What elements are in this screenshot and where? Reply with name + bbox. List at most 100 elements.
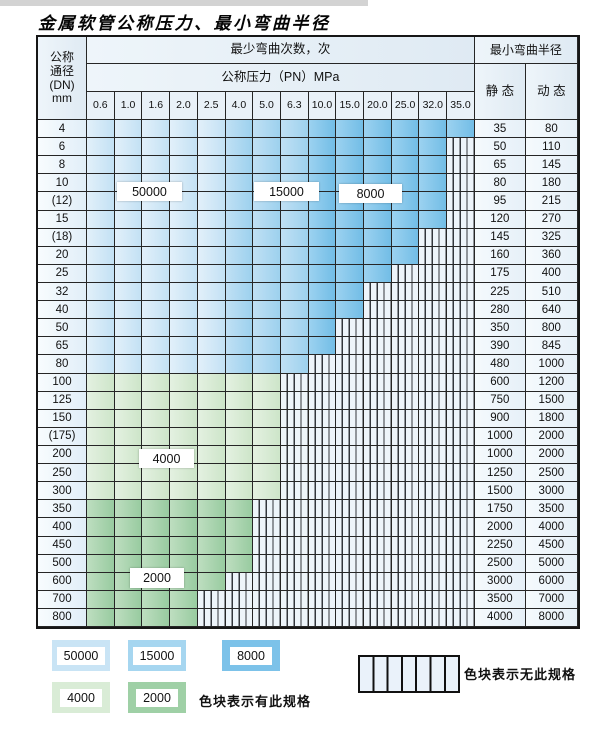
- spec-cell: [170, 464, 198, 483]
- no-spec-cell: [419, 590, 448, 609]
- spec-cell: [114, 337, 143, 356]
- dn-cell: 40: [38, 301, 87, 320]
- no-spec-cell: [391, 409, 420, 428]
- no-spec-cell: [419, 464, 448, 483]
- dn-cell: 200: [38, 445, 87, 465]
- no-spec-cell: [447, 500, 475, 519]
- spec-cell: [197, 500, 226, 519]
- spec-cell: [280, 264, 309, 283]
- spec-cell: [308, 138, 337, 157]
- static-radius-cell: 35: [474, 120, 526, 139]
- spec-cell: [225, 464, 254, 483]
- dynamic-radius-cell: 110: [525, 138, 578, 157]
- spec-cell: [253, 138, 281, 157]
- no-spec-cell: [336, 319, 365, 338]
- spec-cell: [114, 138, 143, 157]
- spec-cell: [170, 156, 198, 175]
- spec-cell: [142, 210, 171, 229]
- spec-cell: [197, 391, 226, 410]
- cycle-count-label-2000: 2000: [130, 568, 184, 588]
- pressure-col-20.0: 20.0: [364, 92, 392, 120]
- spec-cell: [280, 337, 309, 356]
- no-spec-cell: [364, 590, 392, 609]
- dn-cell: 20: [38, 246, 87, 265]
- no-spec-cell: [391, 427, 420, 446]
- no-spec-cell: [419, 608, 448, 628]
- spec-cell: [225, 427, 254, 446]
- no-spec-cell: [447, 427, 475, 446]
- spec-cell: [197, 301, 226, 320]
- spec-cell: [87, 138, 115, 157]
- spec-cell: [87, 337, 115, 356]
- spec-cell: [87, 355, 115, 374]
- spec-cell: [225, 228, 254, 247]
- dynamic-radius-cell: 1500: [525, 391, 578, 410]
- spec-cell: [87, 301, 115, 320]
- dynamic-radius-cell: 360: [525, 246, 578, 265]
- dn-cell: 50: [38, 319, 87, 338]
- no-spec-cell: [447, 409, 475, 428]
- pressure-col-1.0: 1.0: [114, 92, 143, 120]
- spec-cell: [364, 156, 392, 175]
- dn-cell: 15: [38, 210, 87, 229]
- spec-cell: [225, 445, 254, 465]
- spec-cell: [114, 246, 143, 265]
- spec-cell: [170, 138, 198, 157]
- dynamic-radius-cell: 2000: [525, 445, 578, 465]
- no-spec-cell: [419, 391, 448, 410]
- dn-cell: (175): [38, 427, 87, 446]
- spec-cell: [253, 464, 281, 483]
- spec-cell: [225, 554, 254, 573]
- spec-cell: [253, 246, 281, 265]
- dn-cell: 350: [38, 500, 87, 519]
- no-spec-cell: [336, 590, 365, 609]
- no-spec-cell: [419, 282, 448, 302]
- spec-cell: [280, 246, 309, 265]
- spec-cell: [87, 156, 115, 175]
- pressure-col-4.0: 4.0: [225, 92, 254, 120]
- spec-cell: [87, 482, 115, 501]
- no-spec-cell: [308, 608, 337, 628]
- dynamic-radius-cell: 5000: [525, 554, 578, 573]
- static-radius-cell: 50: [474, 138, 526, 157]
- spec-cell: [253, 427, 281, 446]
- spec-cell: [170, 409, 198, 428]
- spec-cell: [419, 210, 448, 229]
- no-spec-cell: [253, 500, 281, 519]
- spec-cell: [87, 427, 115, 446]
- dn-cell: 10: [38, 174, 87, 193]
- no-spec-cell: [419, 445, 448, 465]
- spec-cell: [87, 373, 115, 392]
- no-spec-cell: [419, 373, 448, 392]
- legend-swatch-8000: 8000: [222, 640, 280, 671]
- no-spec-cell: [364, 391, 392, 410]
- static-radius-cell: 2250: [474, 536, 526, 555]
- dynamic-radius-cell: 2500: [525, 464, 578, 483]
- no-spec-cell: [391, 319, 420, 338]
- spec-cell: [419, 156, 448, 175]
- spec-cell: [197, 373, 226, 392]
- static-radius-cell: 80: [474, 174, 526, 193]
- dynamic-radius-cell: 3000: [525, 482, 578, 501]
- no-spec-cell: [447, 228, 475, 247]
- spec-cell: [225, 391, 254, 410]
- spec-cell: [225, 210, 254, 229]
- static-radius-cell: 390: [474, 337, 526, 356]
- spec-cell: [225, 482, 254, 501]
- spec-cell: [391, 120, 420, 139]
- spec-cell: [170, 427, 198, 446]
- spec-cell: [87, 246, 115, 265]
- spec-cell: [170, 608, 198, 628]
- spec-cell: [197, 554, 226, 573]
- no-spec-cell: [280, 409, 309, 428]
- spec-cell: [308, 264, 337, 283]
- dynamic-radius-cell: 4000: [525, 518, 578, 537]
- spec-cell: [142, 319, 171, 338]
- static-radius-cell: 175: [474, 264, 526, 283]
- static-radius-cell: 900: [474, 409, 526, 428]
- spec-cell: [114, 373, 143, 392]
- spec-cell: [336, 120, 365, 139]
- spec-cell: [197, 355, 226, 374]
- static-radius-cell: 1000: [474, 445, 526, 465]
- spec-cell: [225, 337, 254, 356]
